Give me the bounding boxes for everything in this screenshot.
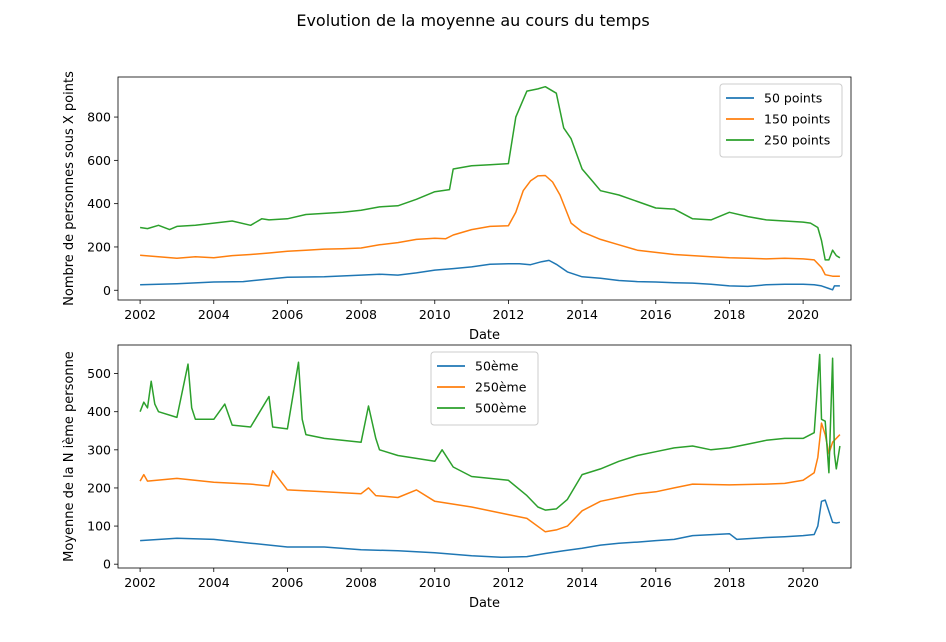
series-line-2 — [140, 174, 840, 277]
x-tick-label: 2006 — [272, 575, 304, 590]
series-line-1 — [140, 499, 841, 559]
x-tick-label: 2014 — [566, 307, 598, 322]
series-line-3 — [139, 353, 841, 511]
x-tick-label: 2010 — [419, 307, 451, 322]
legend-label-2: 150 points — [764, 112, 830, 127]
series-line-1 — [140, 259, 840, 291]
y-tick-label: 0 — [103, 557, 111, 572]
legend-box — [430, 351, 539, 426]
x-tick-label: 2018 — [714, 575, 746, 590]
x-tick-label: 2014 — [566, 575, 598, 590]
y-axis-label: Moyenne de la N ième personne — [62, 351, 77, 562]
x-tick-label: 2002 — [124, 575, 156, 590]
y-tick-label: 500 — [87, 366, 111, 381]
x-tick-label: 2002 — [124, 307, 156, 322]
series-line-2 — [139, 422, 841, 533]
axes-frame — [117, 76, 852, 301]
y-tick-label: 300 — [87, 442, 111, 457]
y-tick-label: 400 — [87, 404, 111, 419]
x-tick-label: 2016 — [640, 307, 672, 322]
x-tick-label: 2008 — [345, 575, 377, 590]
x-tick-label: 2008 — [345, 307, 377, 322]
x-tick-label: 2004 — [198, 575, 230, 590]
x-tick-label: 2018 — [714, 307, 746, 322]
x-tick-label: 2004 — [198, 307, 230, 322]
legend-label-1: 50ème — [475, 359, 519, 374]
axes-bottom: 2002 2004 2006 2008 2010 2012 2014 2016 2018 2020… — [62, 344, 852, 611]
x-tick-label: 2020 — [787, 575, 819, 590]
x-tick-label: 2012 — [493, 575, 525, 590]
legend-label-3: 500ème — [475, 401, 527, 416]
y-tick-label: 200 — [87, 480, 111, 495]
axes-top: 2002 2004 2006 2008 2010 2012 2014 2016 2018 2020… — [62, 71, 852, 343]
axes-frame — [117, 344, 852, 569]
x-axis-label: Date — [469, 328, 500, 343]
legend-label-1: 50 points — [764, 91, 822, 106]
y-tick-label: 800 — [87, 110, 111, 125]
y-tick-label: 200 — [87, 239, 111, 254]
y-tick-label: 100 — [87, 519, 111, 534]
x-tick-label: 2016 — [640, 575, 672, 590]
x-axis-label: Date — [469, 596, 500, 611]
y-axis-label: Nombre de personnes sous X points — [62, 71, 77, 306]
legend-box — [719, 83, 843, 158]
x-tick-label: 2010 — [419, 575, 451, 590]
y-tick-label: 0 — [103, 283, 111, 298]
y-tick-label: 600 — [87, 153, 111, 168]
figure-title: Evolution de la moyenne au cours du temp… — [296, 11, 649, 30]
x-tick-label: 2020 — [787, 307, 819, 322]
series-line-3 — [139, 85, 841, 261]
y-tick-label: 400 — [87, 196, 111, 211]
legend-label-3: 250 points — [764, 133, 830, 148]
x-tick-label: 2006 — [272, 307, 304, 322]
x-tick-label: 2012 — [493, 307, 525, 322]
legend-label-2: 250ème — [475, 380, 527, 395]
